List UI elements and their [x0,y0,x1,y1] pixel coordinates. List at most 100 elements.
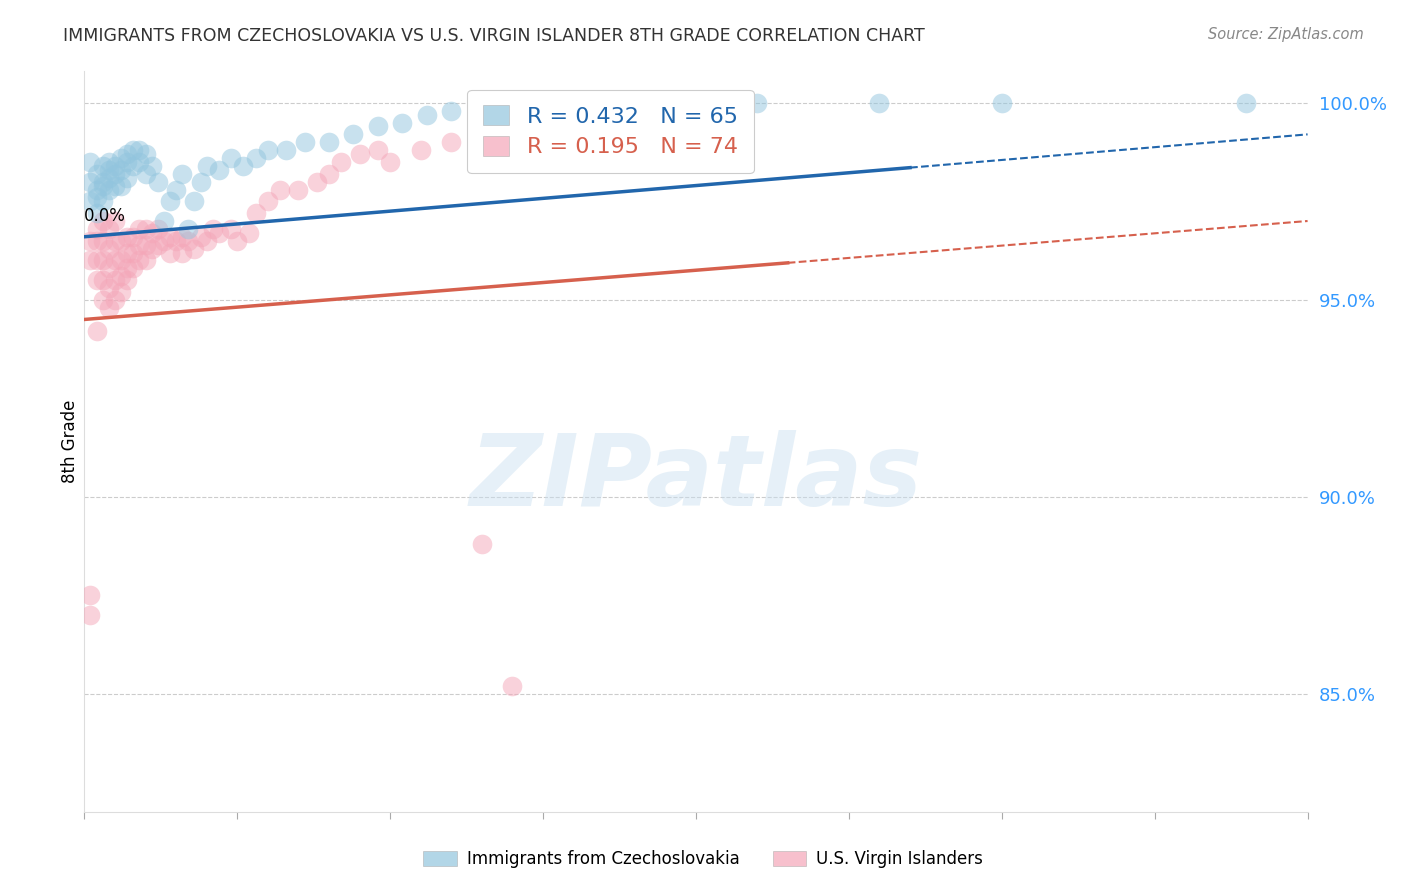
Point [128,253,150,268]
Point [165,234,187,248]
Point [287,182,309,196]
Point [380,155,402,169]
Point [91,234,114,248]
Point [183,242,205,256]
Point [115,261,138,276]
Point [86,273,108,287]
Point [110,162,132,177]
Point [97,242,120,256]
Point [219,222,242,236]
Point [172,245,194,260]
Point [97,222,120,236]
Point [122,143,145,157]
Point [135,222,157,236]
Point [104,293,127,307]
Point [1236,95,1258,110]
Point [110,285,132,299]
Point [440,135,463,149]
Point [172,167,194,181]
Point [135,237,157,252]
Point [91,178,114,193]
Point [79,253,101,268]
Point [141,226,163,240]
Point [593,95,616,110]
Point [502,95,524,110]
Point [190,229,212,244]
Point [91,214,114,228]
Point [86,182,108,196]
Point [245,151,267,165]
Point [86,167,108,181]
Point [110,253,132,268]
Point [79,194,101,209]
Point [159,245,181,260]
Point [86,190,108,204]
Point [91,159,114,173]
Point [159,194,181,209]
Point [86,222,108,236]
Point [79,155,101,169]
Point [141,242,163,256]
Point [135,253,157,268]
Point [91,253,114,268]
Legend: Immigrants from Czechoslovakia, U.S. Virgin Islanders: Immigrants from Czechoslovakia, U.S. Vir… [416,844,990,875]
Point [104,214,127,228]
Point [122,261,145,276]
Text: 0.0%: 0.0% [84,207,127,225]
Point [245,206,267,220]
Point [177,222,200,236]
Point [115,273,138,287]
Point [91,293,114,307]
Point [115,170,138,185]
Point [115,147,138,161]
Point [104,253,127,268]
Point [135,167,157,181]
Y-axis label: 8th Grade: 8th Grade [60,400,79,483]
Point [104,273,127,287]
Point [226,234,249,248]
Point [104,167,127,181]
Point [91,273,114,287]
Point [208,226,231,240]
Point [115,155,138,169]
Point [159,229,181,244]
Point [86,324,108,338]
Text: Source: ZipAtlas.com: Source: ZipAtlas.com [1208,27,1364,42]
Point [318,167,340,181]
Point [104,234,127,248]
Point [391,115,413,129]
Point [219,151,242,165]
Point [86,234,108,248]
Point [141,159,163,173]
Point [97,182,120,196]
Point [276,143,298,157]
Point [869,95,891,110]
Point [153,214,176,228]
Point [97,261,120,276]
Point [79,175,101,189]
Point [115,229,138,244]
Point [91,194,114,209]
Point [146,237,169,252]
Point [342,128,364,142]
Point [238,226,260,240]
Point [91,175,114,189]
Point [104,178,127,193]
Point [257,143,280,157]
Point [97,162,120,177]
Point [367,120,389,134]
Point [232,159,254,173]
Point [79,234,101,248]
Point [562,95,585,110]
Point [201,222,224,236]
Point [624,95,647,110]
Point [747,95,769,110]
Point [110,151,132,165]
Point [305,175,328,189]
Point [349,147,371,161]
Point [122,245,145,260]
Point [128,155,150,169]
Point [502,679,524,693]
Point [367,143,389,157]
Point [991,95,1014,110]
